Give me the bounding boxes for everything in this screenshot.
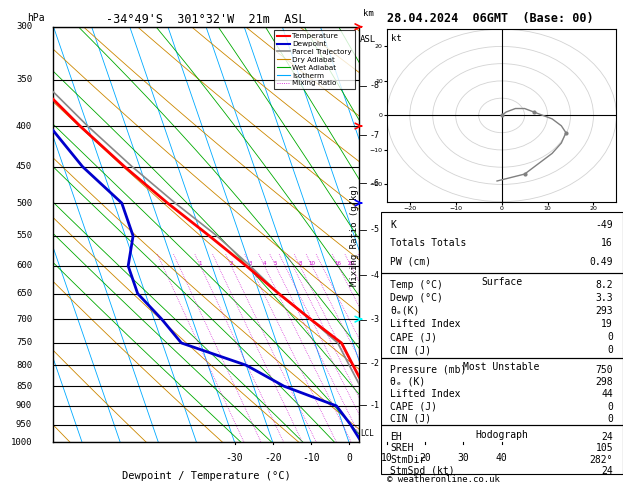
Text: StmDir: StmDir [390, 455, 425, 465]
Text: 800: 800 [16, 361, 32, 370]
Text: 8.2: 8.2 [596, 280, 613, 290]
Text: 25: 25 [360, 261, 367, 266]
Text: 105: 105 [596, 443, 613, 453]
Text: Mixing Ratio (g/kg): Mixing Ratio (g/kg) [350, 183, 359, 286]
Text: -20: -20 [264, 452, 282, 463]
Text: 600: 600 [16, 261, 32, 270]
Text: -10: -10 [302, 452, 320, 463]
Text: -7: -7 [369, 131, 379, 139]
Text: 20: 20 [420, 452, 431, 463]
Text: θₑ (K): θₑ (K) [390, 377, 425, 387]
Text: Most Unstable: Most Unstable [464, 363, 540, 372]
Text: 0: 0 [607, 414, 613, 424]
Bar [381, 358, 623, 425]
Text: CAPE (J): CAPE (J) [390, 332, 437, 342]
Text: Dewp (°C): Dewp (°C) [390, 293, 443, 303]
Text: 16: 16 [335, 261, 342, 266]
Text: SREH: SREH [390, 443, 414, 453]
Text: Lifted Index: Lifted Index [390, 319, 460, 329]
Text: 450: 450 [16, 162, 32, 171]
Text: Hodograph: Hodograph [475, 430, 528, 440]
Text: 350: 350 [16, 75, 32, 85]
Text: 950: 950 [16, 420, 32, 429]
Text: 298: 298 [596, 377, 613, 387]
Title: -34°49'S  301°32'W  21m  ASL: -34°49'S 301°32'W 21m ASL [106, 13, 306, 26]
Text: 750: 750 [16, 338, 32, 347]
Text: 4: 4 [263, 261, 266, 266]
Text: 900: 900 [16, 401, 32, 410]
Text: -3: -3 [369, 315, 379, 324]
Text: K: K [390, 220, 396, 230]
Text: 3: 3 [248, 261, 252, 266]
Text: 8: 8 [298, 261, 302, 266]
Text: StmSpd (kt): StmSpd (kt) [390, 466, 455, 476]
Text: 1000: 1000 [11, 438, 32, 447]
Text: 5: 5 [274, 261, 277, 266]
Text: kt: kt [391, 35, 402, 43]
Text: 16: 16 [601, 238, 613, 248]
Text: 3.3: 3.3 [596, 293, 613, 303]
Text: -1: -1 [369, 401, 379, 410]
Text: CIN (J): CIN (J) [390, 345, 431, 355]
Text: 24: 24 [601, 466, 613, 476]
Text: θₑ(K): θₑ(K) [390, 306, 420, 316]
Text: 2: 2 [230, 261, 233, 266]
Text: 0: 0 [607, 332, 613, 342]
Text: -4: -4 [369, 271, 379, 280]
Text: 650: 650 [16, 289, 32, 298]
Text: 0.49: 0.49 [589, 257, 613, 267]
Text: LCL: LCL [360, 429, 374, 438]
Text: Temp (°C): Temp (°C) [390, 280, 443, 290]
Text: 1: 1 [199, 261, 202, 266]
Text: 28.04.2024  06GMT  (Base: 00): 28.04.2024 06GMT (Base: 00) [387, 12, 593, 25]
Text: © weatheronline.co.uk: © weatheronline.co.uk [387, 474, 499, 484]
Bar [381, 212, 623, 273]
Text: Lifted Index: Lifted Index [390, 389, 460, 399]
Text: -6: -6 [369, 178, 379, 188]
Text: 0: 0 [346, 452, 352, 463]
Text: 24: 24 [601, 432, 613, 442]
Text: 0: 0 [607, 345, 613, 355]
Text: Pressure (mb): Pressure (mb) [390, 364, 467, 375]
Text: 10: 10 [309, 261, 316, 266]
Text: PW (cm): PW (cm) [390, 257, 431, 267]
Bar [381, 273, 623, 358]
Text: 850: 850 [16, 382, 32, 391]
Text: 19: 19 [601, 319, 613, 329]
Text: 293: 293 [596, 306, 613, 316]
Text: CIN (J): CIN (J) [390, 414, 431, 424]
Text: 20: 20 [348, 261, 355, 266]
Text: -2: -2 [369, 359, 379, 367]
Text: 44: 44 [601, 389, 613, 399]
Bar [381, 425, 623, 473]
Text: Dewpoint / Temperature (°C): Dewpoint / Temperature (°C) [121, 471, 291, 481]
Text: Surface: Surface [481, 278, 522, 288]
Text: 40: 40 [496, 452, 508, 463]
Text: CAPE (J): CAPE (J) [390, 401, 437, 412]
Text: km: km [363, 9, 374, 18]
Text: 750: 750 [596, 364, 613, 375]
Text: -8: -8 [369, 81, 379, 90]
Text: 30: 30 [457, 452, 469, 463]
Text: ASL: ASL [360, 35, 376, 44]
Text: 282°: 282° [589, 455, 613, 465]
Text: 300: 300 [16, 22, 32, 31]
Text: 0: 0 [607, 401, 613, 412]
Text: Totals Totals: Totals Totals [390, 238, 467, 248]
Text: EH: EH [390, 432, 402, 442]
Text: -30: -30 [226, 452, 243, 463]
Text: 700: 700 [16, 314, 32, 324]
Text: hPa: hPa [28, 13, 45, 22]
Text: 400: 400 [16, 122, 32, 131]
Text: -5: -5 [369, 225, 379, 234]
Text: -49: -49 [596, 220, 613, 230]
Text: 500: 500 [16, 199, 32, 208]
Text: 550: 550 [16, 231, 32, 241]
Legend: Temperature, Dewpoint, Parcel Trajectory, Dry Adiabat, Wet Adiabat, Isotherm, Mi: Temperature, Dewpoint, Parcel Trajectory… [274, 30, 355, 89]
Text: 10: 10 [381, 452, 393, 463]
